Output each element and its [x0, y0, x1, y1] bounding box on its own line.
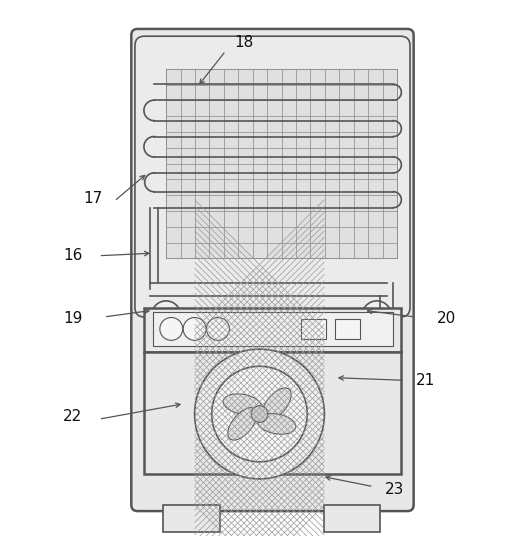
- Circle shape: [195, 349, 324, 479]
- Bar: [335, 319, 360, 339]
- Bar: [324, 505, 380, 532]
- Text: 20: 20: [436, 311, 456, 326]
- Bar: [166, 69, 397, 258]
- Circle shape: [152, 301, 181, 330]
- Ellipse shape: [257, 414, 296, 434]
- Bar: [144, 352, 401, 474]
- Circle shape: [160, 317, 183, 340]
- Text: 21: 21: [416, 373, 435, 388]
- Bar: [153, 312, 393, 346]
- Ellipse shape: [262, 388, 291, 420]
- Text: 17: 17: [84, 191, 103, 206]
- Bar: [144, 307, 401, 352]
- Circle shape: [362, 301, 391, 330]
- Circle shape: [183, 317, 206, 340]
- Bar: [163, 505, 220, 532]
- Circle shape: [212, 366, 307, 462]
- Text: 16: 16: [63, 248, 83, 263]
- Text: 22: 22: [63, 409, 83, 424]
- Text: 19: 19: [63, 311, 83, 326]
- Text: 23: 23: [385, 482, 404, 497]
- Bar: [301, 319, 326, 339]
- Circle shape: [207, 317, 229, 340]
- Text: 18: 18: [234, 35, 254, 50]
- Circle shape: [251, 406, 268, 422]
- FancyBboxPatch shape: [135, 36, 410, 317]
- FancyBboxPatch shape: [131, 29, 414, 511]
- Ellipse shape: [228, 408, 257, 440]
- Ellipse shape: [223, 394, 262, 414]
